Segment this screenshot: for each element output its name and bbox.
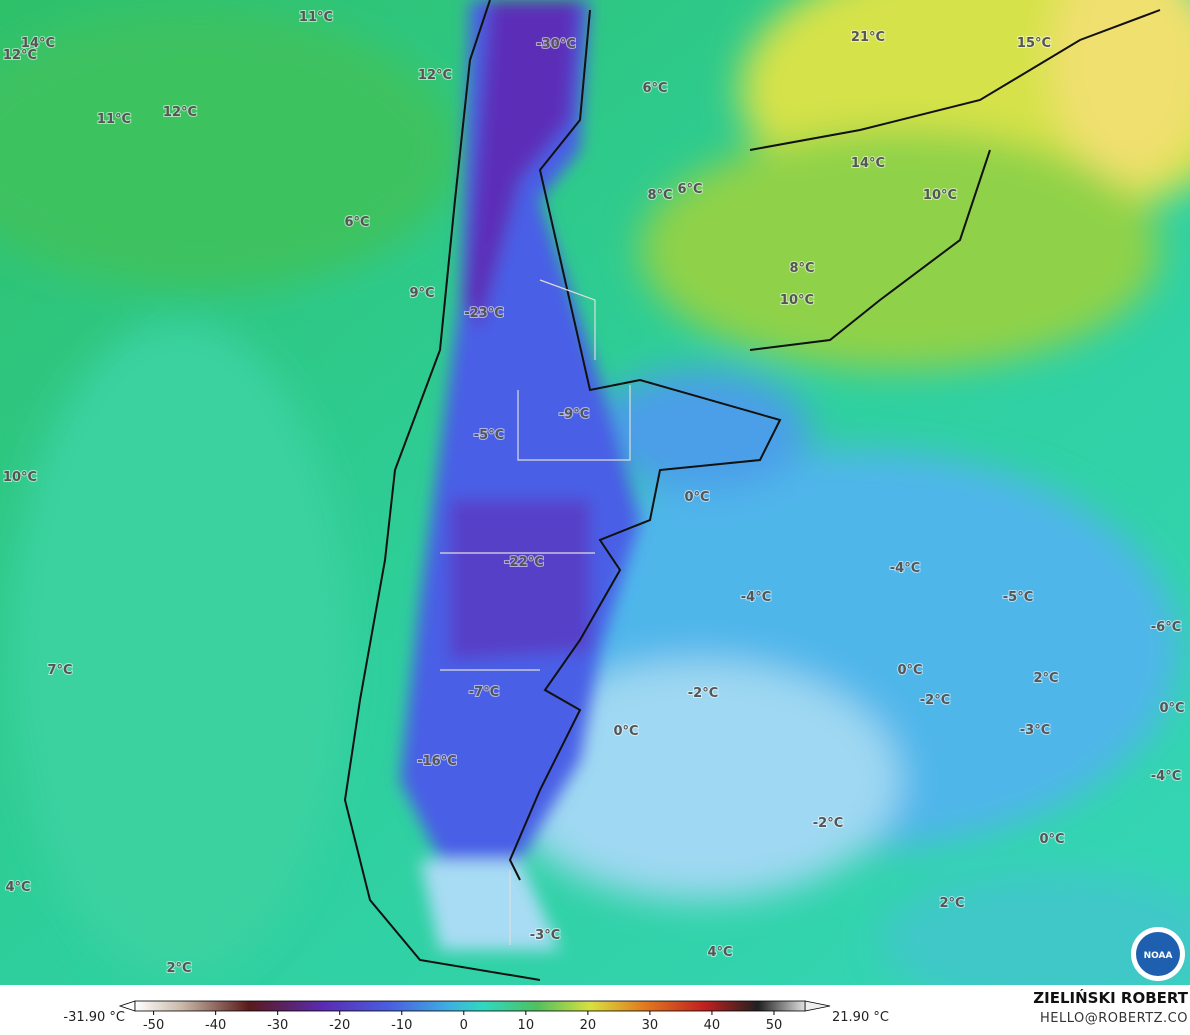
temp-label: 11°C [97, 112, 131, 127]
temp-label: -16°C [417, 754, 457, 769]
temp-label: 2°C [939, 896, 964, 911]
colorbar-tick-label: -40 [205, 1018, 226, 1033]
temp-label: 12°C [3, 48, 37, 63]
temp-label: 4°C [707, 945, 732, 960]
temp-label: -2°C [688, 686, 718, 701]
temp-label: 8°C [647, 188, 672, 203]
temp-label: 6°C [677, 182, 702, 197]
temp-label: 0°C [684, 490, 709, 505]
temp-label: -3°C [530, 928, 560, 943]
temp-label: -5°C [1003, 590, 1033, 605]
temp-label: 0°C [613, 724, 638, 739]
temp-label: -3°C [1020, 723, 1050, 738]
temp-label: 10°C [923, 188, 957, 203]
temp-label: 12°C [418, 68, 452, 83]
temp-label: 2°C [166, 961, 191, 976]
map [0, 0, 1190, 1010]
temp-label: 6°C [642, 81, 667, 96]
temp-label: -22°C [504, 555, 544, 570]
colorbar-tick-label: 50 [766, 1018, 783, 1033]
temp-label: -4°C [741, 590, 771, 605]
temp-label: -2°C [813, 816, 843, 831]
colorbar-max: 21.90 °C [832, 1010, 889, 1025]
colorbar-tick-label: 10 [518, 1018, 535, 1033]
temp-label: 14°C [21, 36, 55, 51]
temp-label: -2°C [920, 693, 950, 708]
colorbar-tick-label: -10 [391, 1018, 412, 1033]
temp-label: 0°C [1159, 701, 1184, 716]
temp-label: 6°C [344, 215, 369, 230]
temp-label: -9°C [559, 407, 589, 422]
colorbar-tick-label: -30 [267, 1018, 288, 1033]
temp-label: 8°C [789, 261, 814, 276]
noaa-logo: NOAA [1131, 927, 1185, 981]
colorbar: -50 -40 -30 -20 -10 0 10 20 30 40 50 [118, 1000, 831, 1033]
temp-label: 11°C [299, 10, 333, 25]
colorbar-gradient [134, 1000, 806, 1012]
temp-label: 9°C [409, 286, 434, 301]
temp-label: -5°C [474, 428, 504, 443]
colorbar-tick-label: -50 [143, 1018, 164, 1033]
temp-label: -4°C [1151, 769, 1181, 784]
temp-label: -6°C [1151, 620, 1181, 635]
colorbar-tick-label: -20 [329, 1018, 350, 1033]
colorbar-tick-label: 0 [460, 1018, 468, 1033]
temp-label: -30°C [536, 37, 576, 52]
colorbar-tick-label: 30 [642, 1018, 659, 1033]
colorbar-tick-label: 20 [580, 1018, 597, 1033]
temp-label: 7°C [47, 663, 72, 678]
temp-label: 4°C [5, 880, 30, 895]
temp-label: 10°C [780, 293, 814, 308]
temp-label: 0°C [1039, 832, 1064, 847]
temp-label: -7°C [469, 685, 499, 700]
brand-name: ZIELIŃSKI ROBERT [1033, 988, 1188, 1007]
temp-label: 2°C [1033, 671, 1058, 686]
temp-label: 0°C [897, 663, 922, 678]
temp-label: 12°C [163, 105, 197, 120]
temperature-labels: 11°C14°C12°C-30°C 21°C 15°C12°C6°C11°C 12°C… [2, 9, 1186, 977]
temp-label: -4°C [890, 561, 920, 576]
temp-label: 21°C [851, 30, 885, 45]
temp-label: 14°C [851, 156, 885, 171]
logo-text: NOAA [1144, 951, 1173, 961]
colorbar-tick-label: 40 [704, 1018, 721, 1033]
brand-email: HELLO@ROBERTZ.CO [1040, 1011, 1188, 1026]
temp-label: -23°C [464, 306, 504, 321]
colorbar-min: -31.90 °C [63, 1010, 125, 1025]
temp-label: 10°C [3, 470, 37, 485]
temp-label: 15°C [1017, 36, 1051, 51]
